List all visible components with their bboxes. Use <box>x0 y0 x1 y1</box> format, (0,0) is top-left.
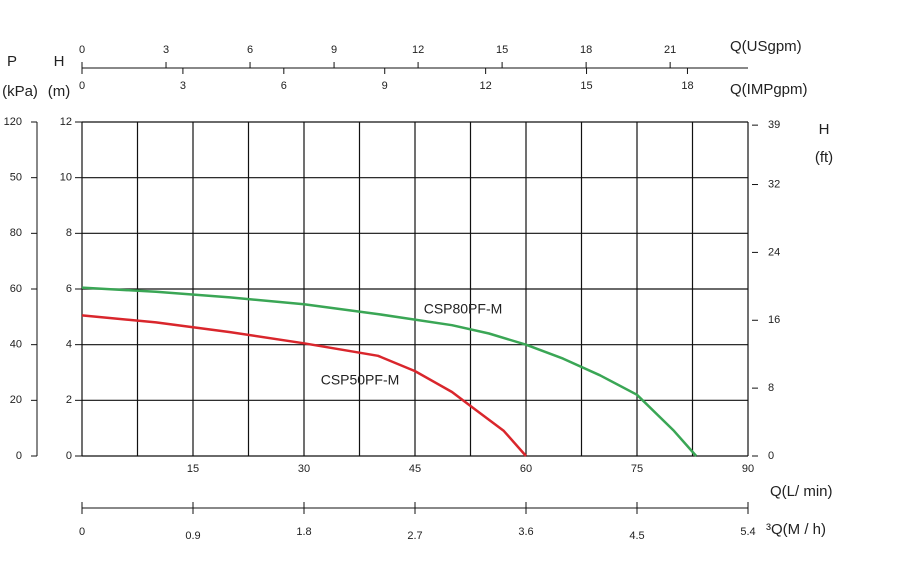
impgpm-tick-label: 18 <box>681 80 693 92</box>
ft-axis-unit: (ft) <box>815 149 833 166</box>
impgpm-tick-label: 6 <box>281 80 287 92</box>
usgpm-tick-label: 12 <box>412 44 424 56</box>
impgpm-tick-label: 9 <box>382 80 388 92</box>
usgpm-tick-label: 21 <box>664 44 676 56</box>
p-tick-label: 60 <box>10 283 22 295</box>
ft-tick-label: 39 <box>768 119 780 131</box>
ft-tick-label: 8 <box>768 382 774 394</box>
p-axis-title: P <box>7 53 17 70</box>
p-tick-label: 0 <box>16 450 22 462</box>
ft-tick-label: 32 <box>768 178 780 190</box>
m3h-tick-label: 0.9 <box>185 530 200 542</box>
x-tick-label: 30 <box>298 463 310 475</box>
x-tick-label: 15 <box>187 463 199 475</box>
impgpm-tick-label: 0 <box>79 80 85 92</box>
usgpm-tick-label: 6 <box>247 44 253 56</box>
ft-tick-label: 0 <box>768 450 774 462</box>
ft-axis-title: H <box>819 121 830 138</box>
usgpm-tick-label: 9 <box>331 44 337 56</box>
y-axis-title: H <box>54 53 65 70</box>
usgpm-tick-label: 3 <box>163 44 169 56</box>
p-tick-label: 50 <box>10 172 22 184</box>
m3h-tick-label: 4.5 <box>629 530 644 542</box>
usgpm-tick-label: 18 <box>580 44 592 56</box>
y-tick-label: 8 <box>66 227 72 239</box>
y-tick-label: 12 <box>60 116 72 128</box>
m3h-tick-label: 5.4 <box>740 526 755 538</box>
x-tick-label: 90 <box>742 463 754 475</box>
y-tick-label: 6 <box>66 283 72 295</box>
usgpm-tick-label: 0 <box>79 44 85 56</box>
y-tick-label: 0 <box>66 450 72 462</box>
p-axis-unit: (kPa) <box>2 83 38 100</box>
y-tick-label: 10 <box>60 172 72 184</box>
x-tick-label: 45 <box>409 463 421 475</box>
m3h-tick-label: 1.8 <box>296 526 311 538</box>
m3h-tick-label: 3.6 <box>518 526 533 538</box>
p-tick-label: 120 <box>4 116 22 128</box>
curve <box>81 286 698 457</box>
m3h-tick-label: 2.7 <box>407 530 422 542</box>
p-tick-label: 80 <box>10 227 22 239</box>
y-tick-label: 4 <box>66 339 72 351</box>
p-tick-label: 40 <box>10 339 22 351</box>
usgpm-tick-label: 15 <box>496 44 508 56</box>
x-axis-title: Q(L/ min) <box>770 483 833 500</box>
impgpm-axis-title: Q(IMPgpm) <box>730 81 808 98</box>
impgpm-tick-label: 15 <box>580 80 592 92</box>
curve <box>81 314 527 457</box>
p-tick-label: 20 <box>10 394 22 406</box>
y-tick-label: 2 <box>66 394 72 406</box>
curve-label: CSP80PF-M <box>424 301 503 317</box>
ft-tick-label: 24 <box>768 246 780 258</box>
m3h-axis-title: ³Q(M / h) <box>766 521 826 538</box>
impgpm-tick-label: 3 <box>180 80 186 92</box>
usgpm-axis-title: Q(USgpm) <box>730 38 802 55</box>
x-tick-label: 60 <box>520 463 532 475</box>
impgpm-tick-label: 12 <box>480 80 492 92</box>
ft-tick-label: 16 <box>768 314 780 326</box>
x-tick-label: 75 <box>631 463 643 475</box>
m3h-tick-label: 0 <box>79 526 85 538</box>
curve-label: CSP50PF-M <box>321 372 400 388</box>
y-axis-unit: (m) <box>48 83 71 100</box>
